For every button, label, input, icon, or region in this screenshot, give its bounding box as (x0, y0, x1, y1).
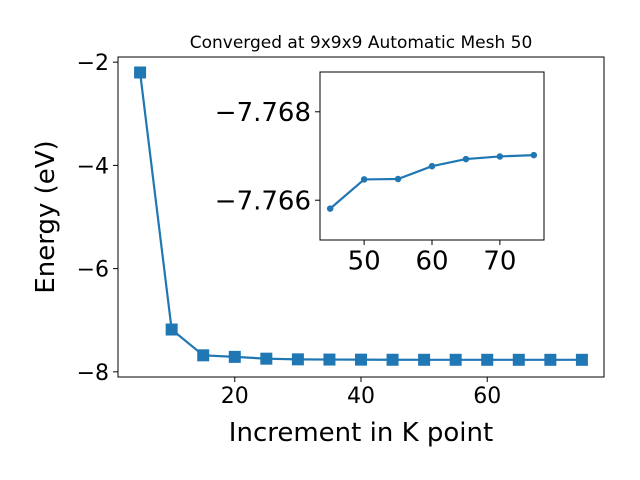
main-y-tick-label: −2 (77, 51, 109, 76)
inset-x-tick-label: 60 (415, 247, 448, 277)
main-data-point (575, 353, 588, 366)
main-x-ticks: 20 40 60 (221, 377, 501, 409)
inset-y-ticks: −7.766 −7.768 (215, 98, 320, 217)
inset-series-layer (326, 151, 538, 212)
inset-y-tick-label: −7.768 (215, 98, 311, 128)
main-series-layer (134, 66, 588, 366)
inset-data-point (496, 153, 504, 160)
main-data-point (418, 353, 431, 366)
main-y-tick-label: −6 (77, 258, 109, 283)
main-data-point (228, 350, 241, 363)
x-axis-label: Increment in K point (229, 418, 493, 448)
main-data-point (512, 353, 525, 366)
main-x-tick-label: 40 (347, 384, 375, 409)
y-axis-label: Energy (eV) (31, 140, 61, 293)
main-data-point (291, 353, 304, 366)
inset-x-tick-label: 50 (348, 247, 381, 277)
inset-chart: 50 60 70 −7.766 −7.768 (215, 71, 545, 277)
main-y-tick-label: −4 (77, 154, 109, 179)
main-data-point (165, 323, 178, 336)
main-data-point (386, 353, 399, 366)
inset-data-point (326, 205, 334, 212)
main-data-point (544, 353, 557, 366)
main-data-point (134, 66, 147, 79)
main-data-point (323, 353, 336, 366)
main-data-point (449, 353, 462, 366)
inset-data-point (428, 162, 436, 170)
inset-data-point (394, 175, 402, 183)
main-x-tick-label: 60 (473, 384, 501, 409)
inset-data-point (462, 155, 470, 163)
main-x-tick-label: 20 (221, 384, 249, 409)
main-data-point (481, 353, 494, 366)
main-y-ticks: −8 −6 −4 −2 (77, 51, 118, 386)
inset-data-point (360, 176, 368, 183)
main-data-point (197, 349, 210, 362)
main-data-point (355, 353, 367, 366)
inset-y-tick-label: −7.766 (215, 187, 311, 217)
chart-title: Converged at 9x9x9 Automatic Mesh 50 (190, 33, 533, 53)
main-y-tick-label: −8 (77, 361, 109, 386)
inset-x-tick-label: 70 (483, 247, 516, 277)
main-data-point (260, 352, 273, 365)
inset-x-ticks: 50 60 70 (348, 240, 516, 277)
inset-data-point (530, 151, 538, 159)
